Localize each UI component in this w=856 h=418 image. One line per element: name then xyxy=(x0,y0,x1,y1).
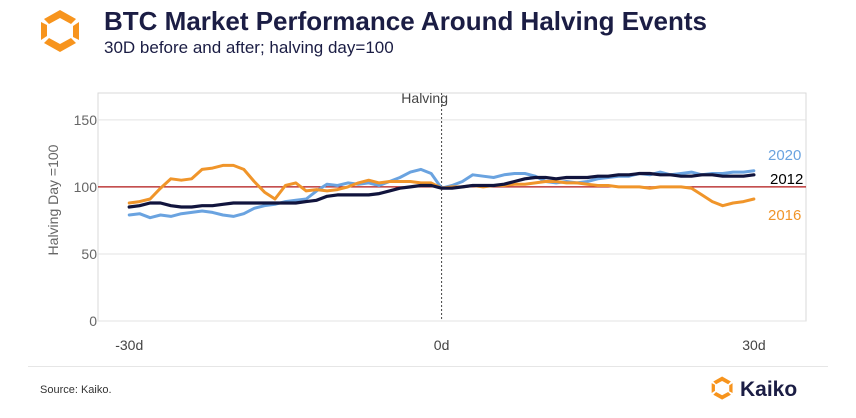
y-axis-label: Halving Day =100 xyxy=(45,144,61,255)
series-label-2020: 2020 xyxy=(768,147,801,164)
series-label-2012: 2012 xyxy=(770,171,803,188)
footer-divider xyxy=(28,366,828,367)
kaiko-brand-icon xyxy=(711,376,733,400)
x-axis-ticks: -30d 0d 30d xyxy=(115,337,765,353)
y-axis-ticks: 0 50 100 150 xyxy=(74,112,98,329)
x-tick-label: 30d xyxy=(742,337,765,353)
series-label-2016: 2016 xyxy=(768,207,801,224)
series-labels: 2020 2016 2012 xyxy=(768,147,803,224)
series-line-2012 xyxy=(127,171,756,209)
y-tick-label: 100 xyxy=(74,179,98,195)
y-tick-label: 50 xyxy=(81,246,97,262)
chart-subtitle: 30D before and after; halving day=100 xyxy=(104,38,394,57)
y-tick-label: 150 xyxy=(74,112,98,128)
x-tick-label: -30d xyxy=(115,337,143,353)
brand-name: Kaiko xyxy=(740,378,797,401)
kaiko-brand: Kaiko xyxy=(711,376,797,401)
x-tick-label: 0d xyxy=(434,337,450,353)
chart-title: BTC Market Performance Around Halving Ev… xyxy=(104,6,707,36)
grid xyxy=(98,119,806,322)
series-group xyxy=(127,163,756,220)
source-note: Source: Kaiko. xyxy=(40,384,112,396)
halving-annotation: Halving xyxy=(401,90,448,106)
y-tick-label: 0 xyxy=(89,313,97,329)
kaiko-logo xyxy=(41,10,79,52)
